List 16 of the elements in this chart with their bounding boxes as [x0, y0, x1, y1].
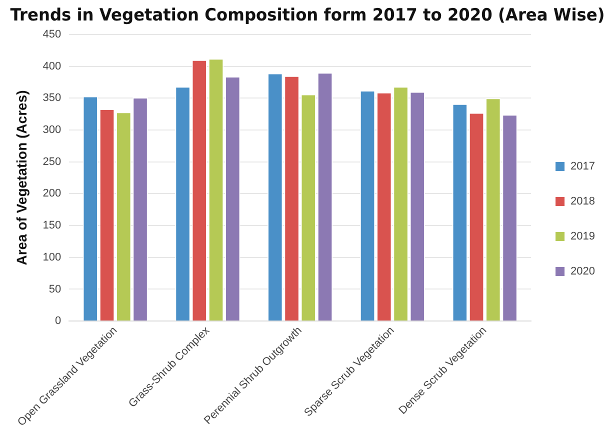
legend-label: 2019 [570, 230, 596, 243]
y-tick-label: 100 [42, 251, 62, 264]
y-tick-label: 200 [42, 188, 62, 200]
y-tick-label: 150 [42, 220, 62, 232]
y-tick-label: 50 [48, 283, 62, 296]
y-axis-title: Area of Vegetation (Acres) [13, 90, 30, 266]
y-tick-label: 0 [55, 315, 62, 328]
legend-label: 2018 [570, 196, 596, 208]
chart-title: Trends in Vegetation Composition form 2017 to 2020 (Area Wise) [10, 5, 605, 25]
y-tick-label: 450 [42, 28, 62, 40]
y-tick-label: 350 [42, 92, 62, 104]
y-tick-label: 400 [42, 60, 62, 72]
legend-label: 2017 [570, 160, 596, 173]
legend-label: 2020 [570, 266, 596, 278]
y-tick-label: 250 [42, 156, 62, 168]
y-tick-label: 300 [42, 124, 62, 136]
